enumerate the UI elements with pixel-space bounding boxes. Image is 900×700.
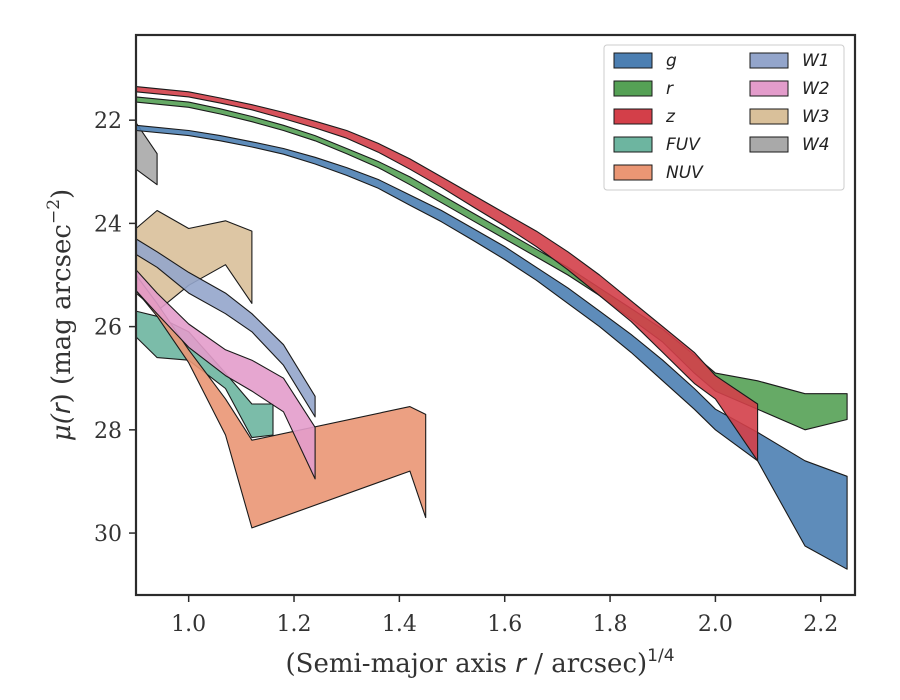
legend-swatch-w3 — [749, 108, 789, 125]
y-tick-label: 30 — [94, 522, 122, 547]
x-axis-label: (Semi-major axis r / arcsec)1/4 — [285, 646, 674, 679]
bands-layer — [135, 86, 848, 570]
x-tick-label: 1.2 — [277, 612, 312, 637]
y-axis-label-pre: μ( — [47, 413, 77, 441]
legend-swatch-w4 — [749, 136, 789, 153]
x-tick-label: 1.8 — [593, 612, 628, 637]
legend: grz FUV NUV W1 W2 W3 W4 — [603, 44, 845, 191]
legend-label-fuv: FUV — [666, 135, 701, 155]
band-w1 — [135, 238, 316, 418]
legend-label-w4: W4 — [802, 135, 830, 155]
y-axis-label-end: ) — [47, 189, 77, 199]
legend-swatch-w2 — [749, 80, 789, 97]
x-tick-label: 1.0 — [171, 612, 206, 637]
legend-label-w3: W3 — [802, 107, 830, 127]
legend-swatch-r — [613, 80, 653, 97]
band-nuv — [135, 274, 427, 529]
legend-label-z: z — [665, 107, 676, 127]
band-w2 — [135, 269, 316, 480]
band-z — [135, 86, 759, 462]
legend-label-nuv: NUV — [666, 163, 704, 183]
legend-swatch-g — [613, 52, 653, 69]
x-axis-label-var: r — [515, 649, 528, 679]
legend-label-g: g — [666, 51, 677, 71]
y-axis-label-var: r — [47, 401, 77, 414]
plot-frame — [134, 33, 857, 597]
x-tick-label: 2.0 — [698, 612, 733, 637]
legend-swatch-nuv — [613, 164, 653, 181]
x-axis: 1.0 1.2 1.4 1.6 1.8 2.0 2.2 — [171, 595, 838, 637]
legend-swatch-z — [613, 108, 653, 125]
legend-swatch-fuv — [613, 136, 653, 153]
x-axis-label-pre: (Semi-major axis — [285, 649, 515, 679]
y-axis-label-post: ) (mag arcsec — [47, 224, 77, 403]
legend-label-w1: W1 — [802, 51, 830, 71]
legend-label-r: r — [666, 79, 674, 99]
x-axis-label-post: / arcsec) — [526, 649, 647, 679]
y-tick-label: 22 — [94, 109, 122, 134]
x-tick-label: 2.2 — [803, 612, 838, 637]
x-tick-label: 1.6 — [487, 612, 522, 637]
legend-label-w2: W2 — [802, 79, 830, 99]
y-axis: 22 24 26 28 30 — [94, 109, 136, 547]
band-g — [135, 124, 848, 570]
legend-swatch-w1 — [749, 52, 789, 69]
y-tick-label: 26 — [94, 316, 122, 341]
x-axis-label-sup: 1/4 — [647, 646, 674, 666]
y-tick-label: 28 — [94, 419, 122, 444]
x-tick-label: 1.4 — [382, 612, 417, 637]
y-axis-label-sup: −2 — [44, 199, 64, 224]
y-axis-label: μ(r) (mag arcsec−2) — [44, 189, 77, 441]
y-tick-label: 24 — [94, 212, 122, 237]
